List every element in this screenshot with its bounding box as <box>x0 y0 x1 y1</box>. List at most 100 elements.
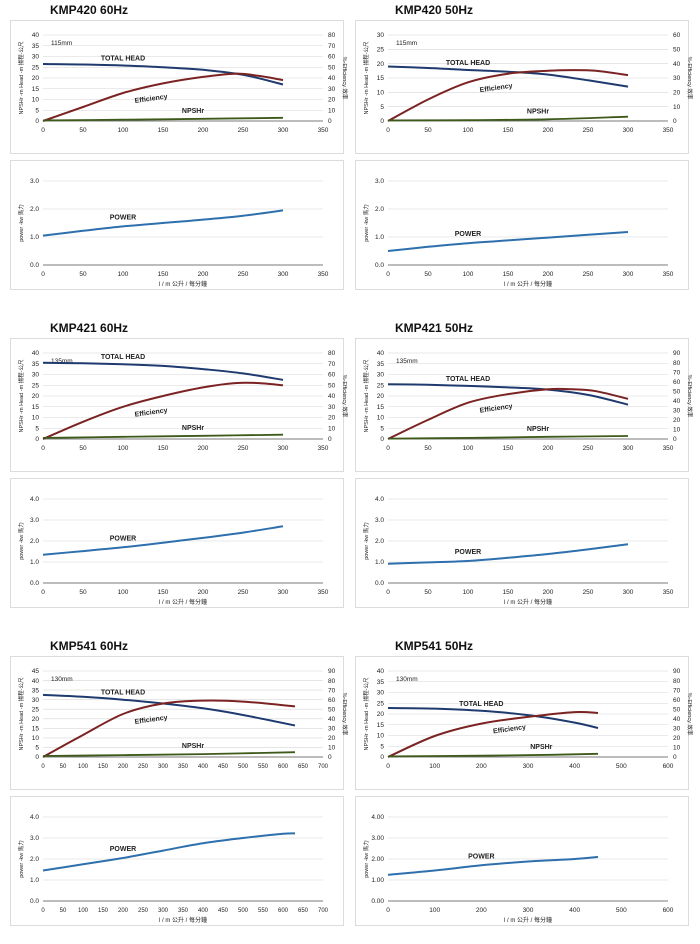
y-tick-label: 3.00 <box>371 835 384 842</box>
x-tick-label: 150 <box>503 445 514 452</box>
x-tick-label: 300 <box>623 589 634 596</box>
x-tick-label: 200 <box>118 908 129 914</box>
x-tick-label: 250 <box>583 127 594 134</box>
x-tick-label: 250 <box>138 764 149 770</box>
y-tick-label: 0.0 <box>375 262 384 269</box>
power-label: POWER <box>468 853 494 860</box>
y2-tick-label: 90 <box>673 350 681 357</box>
x-tick-label: 500 <box>616 763 627 770</box>
efficiency-line <box>387 710 599 758</box>
efficiency-line <box>387 387 629 440</box>
y-axis-label: power -kw 馬力 <box>17 840 25 878</box>
x-tick-label: 0 <box>41 445 45 452</box>
x-tick-label: 100 <box>463 271 474 278</box>
y-tick-label: 35 <box>32 687 40 694</box>
x-tick-label: 100 <box>463 127 474 134</box>
y-tick-label: 25 <box>32 706 40 713</box>
x-tick-label: 300 <box>278 589 289 596</box>
efficiency-label: Efficiency <box>479 403 513 415</box>
y2-tick-label: 60 <box>328 372 336 379</box>
y2-tick-label: 30 <box>328 404 336 411</box>
chart-title: KMP420 50Hz <box>395 3 474 17</box>
y2-tick-label: 50 <box>328 706 336 713</box>
x-tick-label: 0 <box>386 907 390 914</box>
y-tick-label: 4.00 <box>371 814 384 821</box>
x-tick-label: 350 <box>178 908 189 914</box>
y-tick-label: 30 <box>377 32 385 39</box>
y2-tick-label: 40 <box>673 398 681 405</box>
x-tick-label: 200 <box>198 271 209 278</box>
x-tick-label: 300 <box>158 908 169 914</box>
y2-tick-label: 70 <box>328 43 336 50</box>
npshr-label: NPSHr <box>182 743 204 750</box>
y-tick-label: 1.0 <box>30 559 39 566</box>
npshr-line <box>42 751 296 757</box>
y2-axis-label: %-Efficiency 效率 <box>341 375 349 418</box>
y2-tick-label: 0 <box>673 436 677 443</box>
x-tick-label: 200 <box>198 445 209 452</box>
x-tick-label: 450 <box>218 908 229 914</box>
power-line <box>387 855 599 876</box>
x-tick-label: 250 <box>238 589 249 596</box>
y2-tick-label: 10 <box>673 745 681 752</box>
y2-tick-label: 80 <box>328 32 336 39</box>
power-label: POWER <box>110 846 136 853</box>
y2-tick-label: 50 <box>328 64 336 71</box>
chart-title: KMP421 60Hz <box>50 321 129 335</box>
power-svg: 0.00 1.00 2.00 3.00 4.00 0 100 200 300 400 500 600 p… <box>362 814 674 924</box>
y-tick-label: 40 <box>377 668 385 675</box>
y-tick-label: 10 <box>32 415 40 422</box>
npshr-line <box>387 115 629 122</box>
power-label: POWER <box>110 214 136 221</box>
power-line <box>42 525 284 556</box>
y2-axis-label: %-Efficiency 效率 <box>686 57 694 100</box>
impeller-size-annotation: 115mm <box>396 40 417 47</box>
y-tick-label: 5 <box>35 745 39 752</box>
x-tick-label: 400 <box>198 764 209 770</box>
x-axis-label: l / m 公升 / 每分鐘 <box>159 598 207 606</box>
y-tick-label: 40 <box>32 678 40 685</box>
y-tick-label: 25 <box>377 47 385 54</box>
total-head-label: TOTAL HEAD <box>459 701 503 708</box>
y2-axis-label: %-Efficiency 效率 <box>686 693 694 736</box>
y-tick-label: 3.0 <box>30 517 39 524</box>
head-efficiency-chart: 0 5 10 15 20 25 30 35 40 45 0 10 20 30 40 50 60 70 80 90 0 50… <box>10 656 349 790</box>
x-tick-label: 150 <box>158 127 169 134</box>
x-tick-label: 550 <box>258 908 269 914</box>
y2-tick-label: 30 <box>673 75 681 82</box>
x-tick-label: 50 <box>79 127 87 134</box>
y-tick-label: 10 <box>377 90 385 97</box>
y-tick-label: 2.0 <box>375 538 384 545</box>
y-tick-label: 10 <box>32 97 40 104</box>
x-tick-label: 200 <box>543 589 554 596</box>
x-tick-label: 50 <box>424 127 432 134</box>
y2-tick-label: 40 <box>328 75 336 82</box>
y-tick-label: 20 <box>32 75 40 82</box>
x-tick-label: 100 <box>463 445 474 452</box>
y2-tick-label: 20 <box>328 97 336 104</box>
y-tick-label: 15 <box>32 726 40 733</box>
efficiency-line <box>42 72 284 122</box>
x-tick-label: 300 <box>623 127 634 134</box>
x-tick-label: 100 <box>429 907 440 914</box>
y2-tick-label: 70 <box>328 361 336 368</box>
y-tick-label: 30 <box>377 690 385 697</box>
power-chart: 0.0 1.0 2.0 3.0 4.0 0 50 100 150 200 250 300 350 powe… <box>355 478 689 608</box>
x-tick-label: 300 <box>158 764 169 770</box>
y-tick-label: 3.0 <box>375 517 384 524</box>
y-tick-label: 25 <box>377 700 385 707</box>
impeller-size-annotation: 135mm <box>396 358 418 365</box>
x-tick-label: 350 <box>663 271 674 278</box>
y-axis-label: NPSHr -m Head -m 揚程-公尺 <box>17 359 25 433</box>
total-head-line <box>387 707 599 729</box>
x-tick-label: 350 <box>663 445 674 452</box>
y-tick-label: 15 <box>377 404 385 411</box>
x-tick-label: 150 <box>158 589 169 596</box>
impeller-size-annotation: 115mm <box>51 40 72 47</box>
power-label: POWER <box>110 535 136 542</box>
y-tick-label: 20 <box>377 61 385 68</box>
y-tick-label: 1.0 <box>375 559 384 566</box>
x-tick-label: 100 <box>118 127 129 134</box>
